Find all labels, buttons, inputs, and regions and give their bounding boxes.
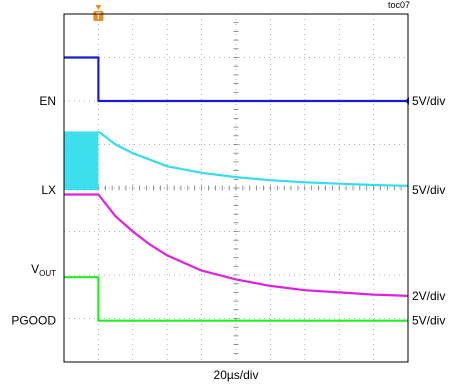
channel-label-lx: LX [41,183,56,197]
x-axis-label: 20µs/div [214,368,259,382]
scale-label-vout: 2V/div [412,289,445,303]
plot-frame [63,13,409,363]
trigger-letter: T [96,11,102,21]
scale-label-pgood: 5V/div [412,314,445,328]
chart-title: toc07 [388,0,410,10]
channel-label-vout: VOUT [31,262,56,278]
trace-vout [64,193,409,297]
trace-lx-switching-band [64,131,99,191]
trace-en [64,56,408,103]
scale-label-en: 5V/div [412,94,445,108]
channel-labels: EN 5V/div LX 5V/div VOUT 2V/div PGOOD 5V/div [11,94,445,328]
trace-lx [97,130,409,187]
trace-pgood [64,276,408,322]
trace-layer [64,56,409,322]
channel-label-en: EN [39,94,56,108]
scale-label-lx: 5V/div [412,183,445,197]
channel-label-pgood: PGOOD [11,314,56,328]
trigger-arrow [95,5,102,10]
